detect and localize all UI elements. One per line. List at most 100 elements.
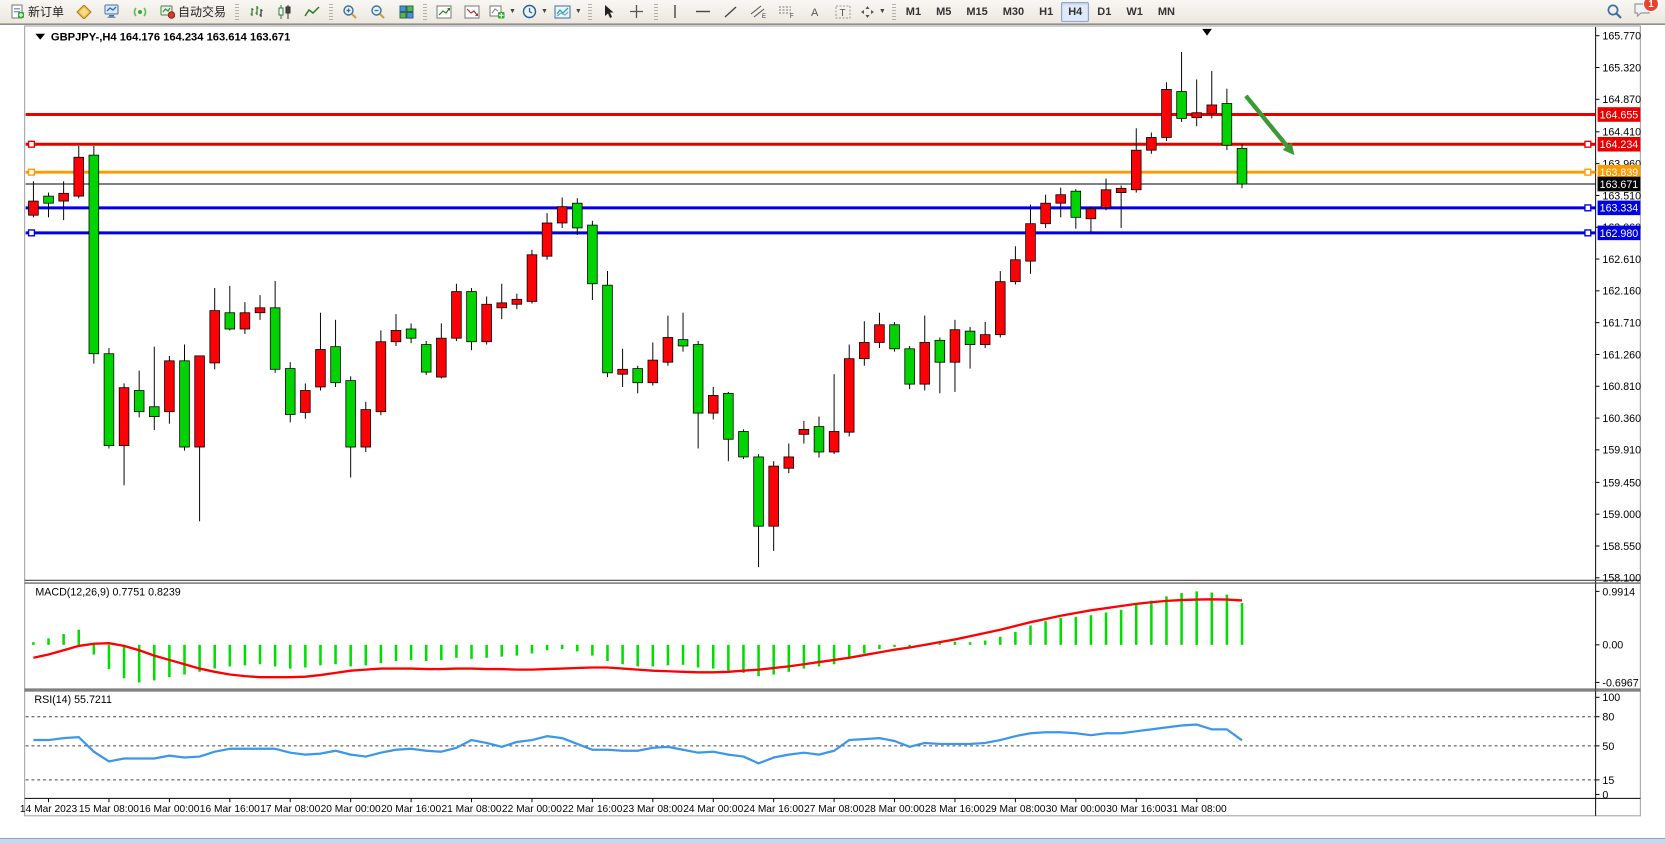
- candle-up: [828, 431, 840, 453]
- candle-up: [843, 358, 855, 433]
- text-label-tool[interactable]: T: [829, 1, 857, 23]
- timeframe-m15[interactable]: M15: [966, 5, 988, 18]
- candle-up: [1206, 104, 1218, 114]
- candle-down: [753, 456, 764, 527]
- indicator-window-up-button[interactable]: [430, 1, 458, 23]
- candle-down: [813, 426, 825, 453]
- timeframe-h1[interactable]: H1: [1039, 5, 1054, 18]
- timeframe-m1[interactable]: M1: [905, 5, 922, 18]
- drawn-arrow[interactable]: [1244, 94, 1295, 156]
- chart-canvas[interactable]: 165.770165.320164.870164.410163.960163.5…: [0, 25, 1665, 843]
- candle-up: [768, 465, 779, 527]
- series-end-marker: [1202, 28, 1212, 36]
- svg-text:50: 50: [1602, 741, 1614, 753]
- svg-text:161.710: 161.710: [1602, 318, 1641, 330]
- auto-trading-button[interactable]: 自动交易: [154, 1, 232, 23]
- line-anchor[interactable]: [1584, 168, 1592, 176]
- fibonacci-tool[interactable]: F: [773, 1, 801, 23]
- tile-windows-button[interactable]: [392, 1, 420, 23]
- svg-text:31 Mar 08:00: 31 Mar 08:00: [1167, 804, 1227, 815]
- pane-frame: [24, 25, 1641, 817]
- arrows-tool[interactable]: ▼: [857, 1, 889, 23]
- toolbar-grip: [329, 3, 334, 20]
- line-anchor[interactable]: [27, 168, 36, 176]
- svg-text:15 Mar 08:00: 15 Mar 08:00: [79, 804, 139, 815]
- candle-down: [587, 224, 598, 285]
- svg-text:T: T: [839, 8, 845, 19]
- candle-down: [88, 154, 100, 355]
- svg-text:20 Mar 00:00: 20 Mar 00:00: [321, 804, 381, 815]
- zoom-out-button[interactable]: [364, 1, 392, 23]
- line-anchor[interactable]: [1584, 140, 1592, 148]
- candlestick-chart-button[interactable]: [270, 1, 298, 23]
- horizontal-line-objects[interactable]: [25, 113, 1596, 237]
- timeframe-d1[interactable]: D1: [1097, 5, 1112, 18]
- notifications[interactable]: 1: [1633, 0, 1659, 21]
- candle-up: [254, 307, 266, 314]
- vertical-line-tool[interactable]: [661, 1, 689, 23]
- chart-window[interactable]: 165.770 165.320 164.870 164.410 163.960 163.5…: [0, 24, 1665, 843]
- svg-text:22 Mar 16:00: 22 Mar 16:00: [562, 804, 622, 815]
- zoom-in-button[interactable]: [336, 1, 364, 23]
- channel-tool[interactable]: E: [745, 1, 773, 23]
- market-watch-icon: [104, 4, 119, 18]
- candle-up: [1010, 259, 1021, 283]
- market-depth-button[interactable]: [70, 1, 98, 23]
- text-tool[interactable]: A: [801, 1, 829, 23]
- candle-down: [224, 312, 236, 330]
- line-anchor[interactable]: [27, 140, 36, 148]
- chevron-down-icon: ▼: [540, 8, 548, 15]
- svg-text:80: 80: [1602, 712, 1614, 724]
- candle-up: [979, 334, 991, 345]
- line-chart-button[interactable]: [298, 1, 326, 23]
- candle-up: [783, 456, 795, 469]
- candle-up: [1040, 202, 1051, 225]
- trendline-tool[interactable]: [717, 1, 745, 23]
- candle-up: [209, 310, 220, 364]
- candle-down: [964, 330, 976, 345]
- candle-up: [662, 337, 674, 363]
- candle-up: [874, 324, 885, 343]
- equidistant-channel-icon: E: [751, 5, 766, 19]
- candlestick-chart-icon: [278, 4, 291, 19]
- line-anchor[interactable]: [1584, 229, 1592, 237]
- timeframe-m30[interactable]: M30: [1002, 5, 1025, 18]
- candle-down: [692, 344, 704, 414]
- signals-button[interactable]: [126, 1, 154, 23]
- line-anchor[interactable]: [27, 229, 36, 237]
- svg-text:16 Mar 00:00: 16 Mar 00:00: [139, 804, 199, 815]
- add-indicator-button[interactable]: ▼: [486, 1, 519, 23]
- svg-text:17 Mar 08:00: 17 Mar 08:00: [260, 804, 320, 815]
- crosshair-button[interactable]: [623, 1, 651, 23]
- search-icon[interactable]: [1606, 3, 1623, 20]
- clock-icon: [522, 4, 537, 19]
- line-anchor[interactable]: [1584, 204, 1592, 212]
- timeframe-m5[interactable]: M5: [936, 5, 952, 18]
- svg-text:16 Mar 16:00: 16 Mar 16:00: [200, 804, 260, 815]
- svg-text:159.450: 159.450: [1602, 477, 1641, 489]
- cursor-button[interactable]: [595, 1, 623, 23]
- svg-text:A: A: [811, 7, 819, 19]
- timeframe-w1[interactable]: W1: [1126, 5, 1143, 18]
- bar-chart-button[interactable]: [242, 1, 270, 23]
- svg-text:165.770: 165.770: [1602, 31, 1641, 43]
- bar-chart-icon: [250, 5, 263, 17]
- svg-text:162.610: 162.610: [1602, 254, 1641, 266]
- candle-down: [133, 390, 145, 413]
- candle-up: [375, 341, 387, 413]
- timeframe-h4[interactable]: H4: [1061, 1, 1090, 22]
- collapse-icon[interactable]: [35, 33, 46, 40]
- period-button[interactable]: ▼: [519, 1, 551, 23]
- gold-diamond-icon: [76, 4, 92, 19]
- cursor-arrow-icon: [605, 5, 614, 18]
- new-order-button[interactable]: 新订单: [4, 1, 70, 23]
- indicator-window-down-button[interactable]: [458, 1, 486, 23]
- candle-up: [164, 360, 175, 413]
- horizontal-line-tool[interactable]: [689, 1, 717, 23]
- candle-up: [995, 281, 1006, 336]
- tile-windows-icon: [399, 5, 414, 18]
- timeframe-mn[interactable]: MN: [1157, 5, 1175, 18]
- market-watch-button[interactable]: [98, 1, 126, 23]
- template-button[interactable]: ▼: [551, 1, 585, 23]
